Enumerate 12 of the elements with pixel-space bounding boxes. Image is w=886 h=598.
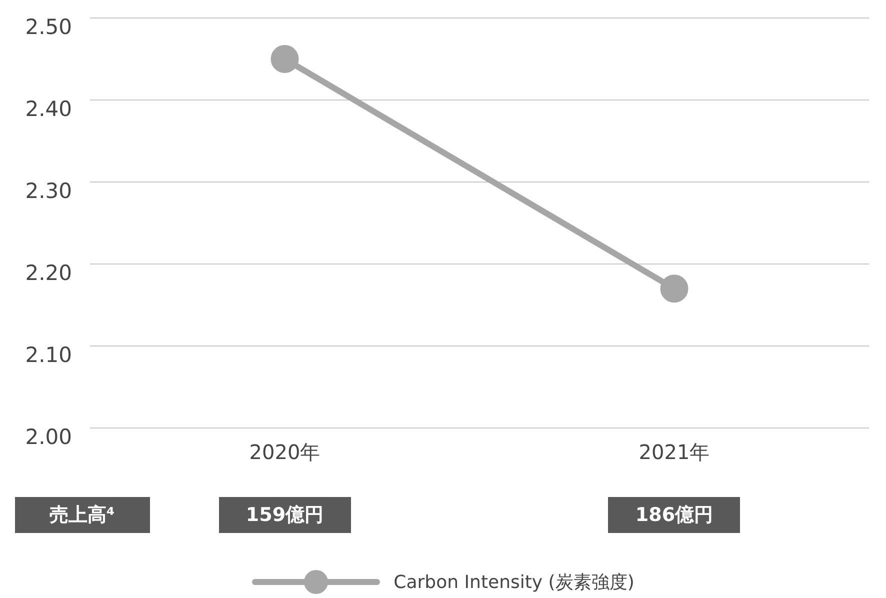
y-tick-label: 2.40 xyxy=(25,96,72,121)
text: 186億円 xyxy=(608,497,740,533)
y-tick-label: 2.50 xyxy=(25,14,72,39)
text: 159億円 xyxy=(218,497,351,533)
text: Carbon Intensity (炭素強度) xyxy=(394,571,634,594)
y-tick-label: 2.30 xyxy=(25,178,72,203)
y-tick-label: 2.00 xyxy=(25,424,72,449)
text: 売上高⁴ xyxy=(14,497,150,533)
x-tick-label: 2020年 xyxy=(249,440,320,464)
y-tick-label: 2.20 xyxy=(25,260,72,285)
x-tick-label: 2021年 xyxy=(638,440,710,464)
y-tick-label: 2.10 xyxy=(25,342,72,367)
